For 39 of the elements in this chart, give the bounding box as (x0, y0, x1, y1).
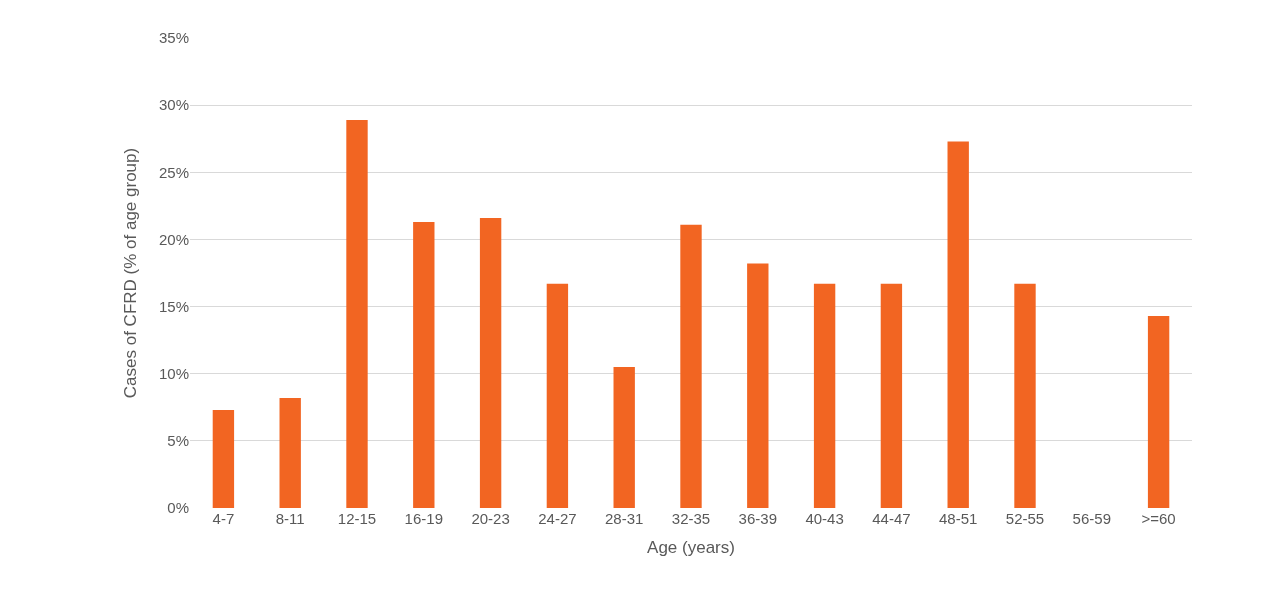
x-tick-label: 12-15 (337, 510, 377, 527)
x-tick-label: 24-27 (538, 510, 577, 527)
bar (479, 217, 502, 508)
x-tick-label: 16-19 (404, 510, 443, 527)
x-tick-label: 36-39 (738, 510, 777, 527)
x-tick-label: 8-11 (275, 510, 305, 527)
bar (1014, 283, 1036, 508)
x-tick-label: 20-23 (471, 510, 510, 527)
bar (813, 283, 836, 508)
x-axis-title: Age (years) (647, 538, 735, 558)
bar (680, 224, 702, 508)
x-tick-label: 56-59 (1072, 510, 1111, 527)
y-tick-label: 10% (158, 364, 189, 382)
bar (212, 409, 235, 508)
bar (947, 141, 969, 508)
x-tick-label: 28-31 (605, 510, 644, 527)
y-tick-label: 20% (158, 230, 189, 248)
y-tick-label: 30% (158, 96, 189, 114)
bar (747, 263, 769, 508)
bar (413, 221, 435, 508)
x-tick-label: 40-43 (805, 510, 844, 527)
bar (613, 367, 635, 508)
y-tick-label: 5% (167, 432, 189, 450)
x-tick-label: >=60 (1141, 510, 1176, 527)
y-tick-label: 25% (158, 163, 189, 181)
x-tick-label: 48-51 (939, 510, 978, 527)
bar (279, 397, 301, 508)
bar (546, 283, 569, 508)
bar (1147, 315, 1170, 508)
bar (346, 119, 368, 508)
y-tick-label: 15% (158, 297, 189, 315)
y-tick-label: 0% (167, 499, 189, 517)
x-tick-label: 32-35 (671, 510, 711, 527)
x-tick-label: 52-55 (1005, 510, 1045, 527)
bar (880, 283, 903, 508)
x-tick-label: 44-47 (872, 510, 911, 527)
x-tick-label: 4-7 (212, 510, 235, 527)
y-tick-label: 35% (158, 29, 189, 47)
y-axis-title: Cases of CFRD (% of age group) (120, 147, 140, 399)
